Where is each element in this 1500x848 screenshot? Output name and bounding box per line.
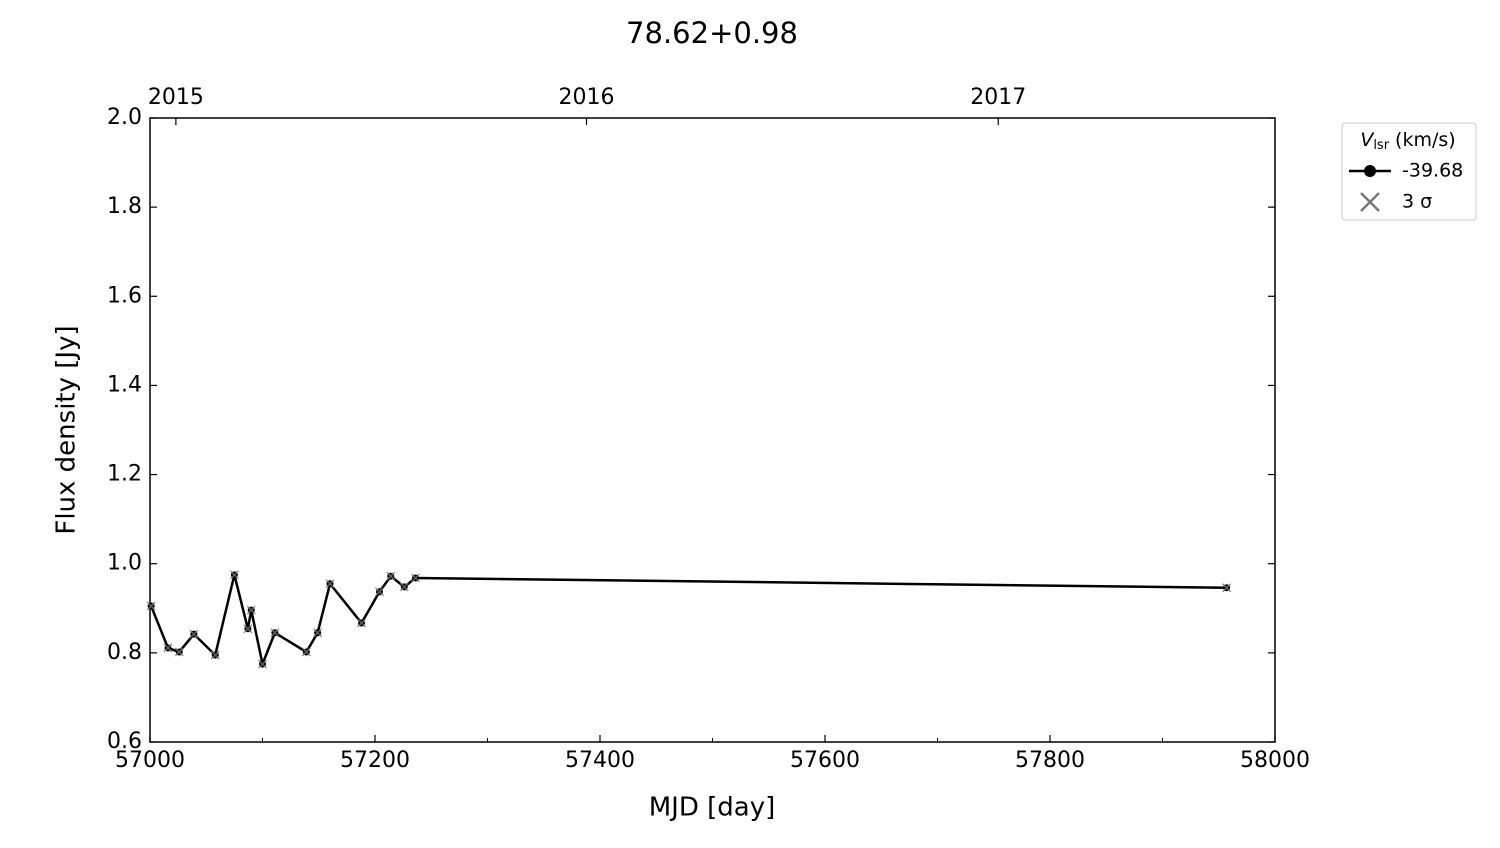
sigma-marker <box>1222 583 1232 593</box>
sigma-marker <box>163 643 173 653</box>
sigma-marker <box>301 647 311 657</box>
x2-tick-label: 2015 <box>148 85 204 110</box>
x-tick-label: 57200 <box>340 748 410 773</box>
x2-tick-label: 2017 <box>970 85 1026 110</box>
sigma-marker <box>399 582 409 592</box>
sigma-marker <box>229 570 239 580</box>
sigma-marker <box>189 629 199 639</box>
y-tick-label: 1.4 <box>107 372 142 397</box>
plot-frame <box>149 117 1276 743</box>
y-tick-label: 2.0 <box>107 105 142 130</box>
legend-label: 3 σ <box>1402 191 1432 213</box>
x-tick-label: 58000 <box>1240 748 1310 773</box>
sigma-marker <box>325 579 335 589</box>
x-tick-label: 57000 <box>115 748 185 773</box>
sigma-marker <box>356 618 367 628</box>
legend-title-subscript: lsr <box>1373 138 1389 153</box>
sigma-marker <box>374 587 385 597</box>
y-tick-label: 1.8 <box>107 194 142 219</box>
sigma-marker <box>210 650 220 660</box>
x-axis-label: MJD [day] <box>649 793 776 823</box>
sigma-marker <box>410 573 421 583</box>
legend-title-unit: (km/s) <box>1395 129 1456 151</box>
sigma-marker <box>257 659 268 669</box>
y-axis-label: Flux density [Jy] <box>52 325 82 534</box>
sigma-marker <box>243 624 253 634</box>
y-tick-label: 1.0 <box>107 551 142 576</box>
x-tick-label: 57400 <box>565 748 635 773</box>
legend-label: -39.68 <box>1402 160 1463 182</box>
legend-marker <box>1360 192 1380 212</box>
x-tick-label: 57600 <box>790 748 860 773</box>
y-tick-label: 1.2 <box>107 462 142 487</box>
series-line <box>149 574 1227 669</box>
sigma-marker <box>174 647 184 657</box>
sigma-marker <box>146 601 156 611</box>
y-tick-label: 1.6 <box>107 283 142 308</box>
sigma-marker <box>246 605 256 615</box>
x2-tick-label: 2016 <box>559 85 615 110</box>
x-tick-label: 57800 <box>1015 748 1085 773</box>
legend-title: Vlsr (km/s) <box>1360 129 1455 153</box>
y-tick-label: 0.8 <box>107 640 142 665</box>
sigma-marker <box>313 628 323 638</box>
legend-marker <box>1364 165 1376 177</box>
chart-title: 78.62+0.98 <box>626 16 798 50</box>
sigma-marker <box>270 628 280 638</box>
legend-title-symbol: V <box>1360 129 1375 151</box>
y-tick-label: 0.6 <box>107 729 142 754</box>
sigma-marker <box>386 571 396 581</box>
